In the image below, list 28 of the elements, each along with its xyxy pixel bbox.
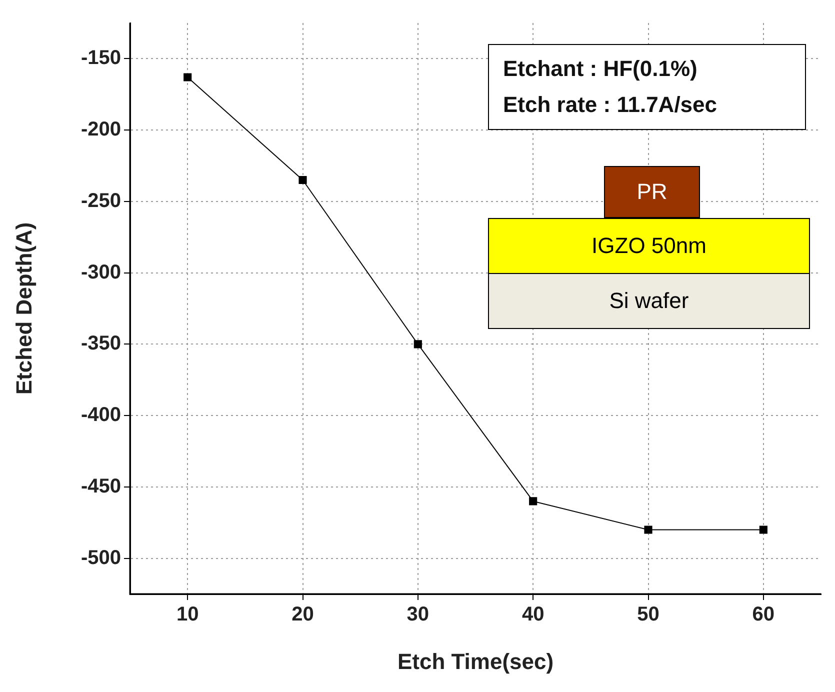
y-tick-label: -300 [80, 261, 121, 284]
note-box: Etchant : HF(0.1%) Etch rate : 11.7A/sec [488, 44, 806, 130]
x-tick-label: 30 [406, 604, 430, 626]
point [414, 340, 422, 348]
y-axis-title: Etched Depth(A) [11, 222, 36, 395]
x-tick-label: 50 [637, 604, 660, 626]
y-tick-label: -350 [80, 332, 121, 355]
point [298, 176, 307, 184]
annotation: IGZO 50nm [488, 218, 810, 274]
y-tick-label: -200 [80, 118, 121, 141]
point [759, 526, 768, 534]
point [529, 497, 538, 506]
x-axis-title: Etch Time(sec) [397, 648, 554, 674]
annotation: Si wafer [488, 273, 810, 329]
y-tick-label: -450 [80, 475, 121, 498]
y-tick-label: -500 [80, 546, 121, 569]
y-tick-label: -150 [80, 47, 121, 70]
x-tick-label: 20 [292, 604, 314, 626]
point [644, 526, 652, 534]
x-tick-label: 60 [752, 604, 775, 626]
point [184, 73, 192, 82]
annotation: Etchant : HF(0.1%) [503, 55, 698, 83]
x-tick-label: 40 [522, 604, 544, 626]
y-tick-label: -250 [80, 190, 121, 212]
annotation: PR [604, 166, 700, 218]
y-tick-label: -400 [80, 404, 121, 426]
x-tick-label: 10 [176, 604, 199, 626]
annotation: Etch rate : 11.7A/sec [503, 91, 718, 119]
